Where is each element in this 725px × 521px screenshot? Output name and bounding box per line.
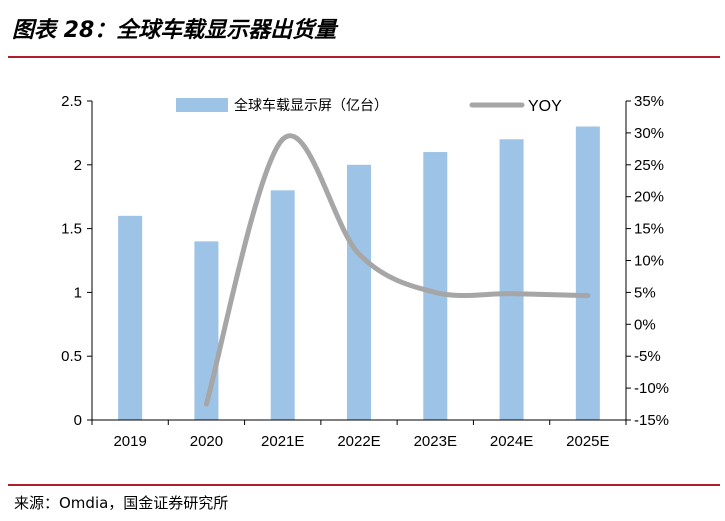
yoy-line [203,133,591,407]
title-rule [8,56,720,58]
y-right-tick-label: 35% [634,93,664,110]
bar-2024E [499,139,524,420]
y-right-tick-label: 15% [634,221,664,238]
bar-2022E [347,164,371,420]
y-right-tick-label: 25% [634,157,664,174]
bar-2019 [118,215,143,420]
x-tick-label: 2022E [337,433,380,450]
source-note: 来源：Omdia，国金证券研究所 [14,494,229,512]
y-left-tick-label: 2.5 [61,93,82,110]
x-tick-label: 2021E [261,433,304,450]
axes: 0 0.5 1 1.5 2 2.5 -15% -10% -5% 0% 5% 10% 15% 20% 25% 3… [61,93,669,450]
y-left-tick-label: 2 [74,157,82,174]
x-tick-label: 2024E [490,433,533,450]
bar-2025E [575,126,600,421]
y-left-tick-label: 1 [74,284,82,301]
y-right-tick-label: -5% [634,348,661,365]
source-rule [8,484,720,486]
legend-swatch-bar [176,98,228,112]
line-series [203,133,591,407]
x-tick-label: 2025E [566,433,609,450]
bar-2023E [423,152,448,421]
y-right-tick-label: 10% [634,253,664,270]
y-left-tick-label: 0 [74,412,82,429]
y-right-tick-label: -10% [634,380,669,397]
y-right-tick-label: 20% [634,189,664,206]
legend-label-bar: 全球车载显示屏（亿台） [234,97,388,113]
y-right-tick-label: 30% [634,125,664,142]
x-tick-label: 2020 [190,433,223,450]
y-right-tick-label: 5% [634,284,656,301]
x-tick-label: 2019 [113,433,146,450]
legend-label-line: YOY [528,98,562,115]
y-right-tick-label: -15% [634,412,669,429]
figure-title: 图表 28：全球车载显示器出货量 [12,18,337,43]
y-left-tick-label: 0.5 [61,348,82,365]
bar-2021E [270,190,295,420]
bar-series [118,126,600,421]
x-tick-label: 2023E [414,433,457,450]
y-right-tick-label: 0% [634,316,656,333]
y-left-tick-label: 1.5 [61,221,82,238]
legend: 全球车载显示屏（亿台） YOY [176,97,562,115]
bar-2020 [194,241,219,420]
